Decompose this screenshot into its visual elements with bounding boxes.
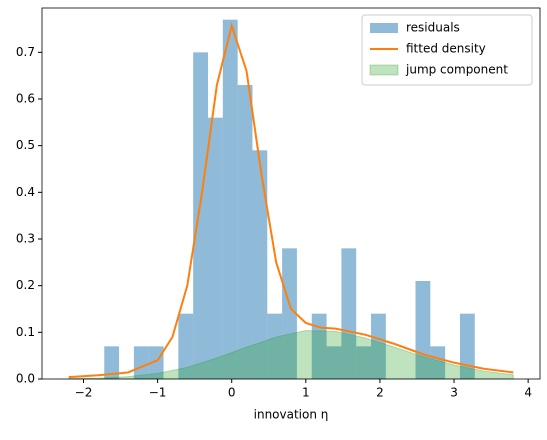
histogram-bar [133, 346, 149, 379]
y-tick-label: 0.2 [16, 278, 35, 292]
histogram-bar [459, 313, 475, 379]
area [68, 329, 514, 380]
x-tick-label: 1 [302, 386, 310, 400]
x-tick-label: 2 [376, 386, 384, 400]
y-tick-label: 0.3 [16, 232, 35, 246]
histogram-bar [178, 313, 194, 379]
x-tick-label: 4 [524, 386, 532, 400]
histogram-bar [193, 52, 208, 379]
x-tick-label: 0 [228, 386, 236, 400]
histogram-bar [282, 248, 297, 379]
legend-swatch [370, 23, 398, 33]
y-tick-label: 0.7 [16, 45, 35, 59]
histogram-bar [326, 346, 342, 379]
y-tick-label: 0.4 [16, 185, 35, 199]
legend-swatch [369, 64, 399, 76]
histogram-bar [311, 313, 327, 379]
legend-label: residuals [406, 21, 460, 35]
histogram-bar [252, 150, 268, 379]
histogram-bar [148, 346, 164, 379]
histogram-bar [356, 346, 372, 379]
histogram-bar [371, 313, 386, 379]
legend: residuals fitted density jump component [361, 14, 533, 86]
histogram-bar [430, 346, 446, 379]
legend-label: jump component [405, 63, 508, 77]
y-tick-label: 0.0 [16, 372, 35, 386]
histogram-bar [267, 313, 283, 379]
x-tick-label: −1 [149, 386, 167, 400]
y-tick-label: 0.6 [16, 92, 35, 106]
legend-box [361, 14, 533, 86]
histogram-bar [104, 346, 120, 379]
y-tick-label: 0.5 [16, 138, 35, 152]
x-tick-label: −2 [75, 386, 93, 400]
y-tick-label: 0.1 [16, 325, 35, 339]
plot-area [68, 19, 514, 380]
histogram-bar [341, 248, 357, 379]
line [68, 22, 514, 379]
histogram-bar [208, 117, 223, 380]
x-axis-label: innovation η [254, 408, 329, 422]
histogram-bar [222, 19, 238, 380]
legend-label: fitted density [406, 42, 486, 56]
axes-frame [41, 7, 541, 380]
x-tick-label: 3 [450, 386, 458, 400]
histogram-bar [237, 85, 253, 379]
